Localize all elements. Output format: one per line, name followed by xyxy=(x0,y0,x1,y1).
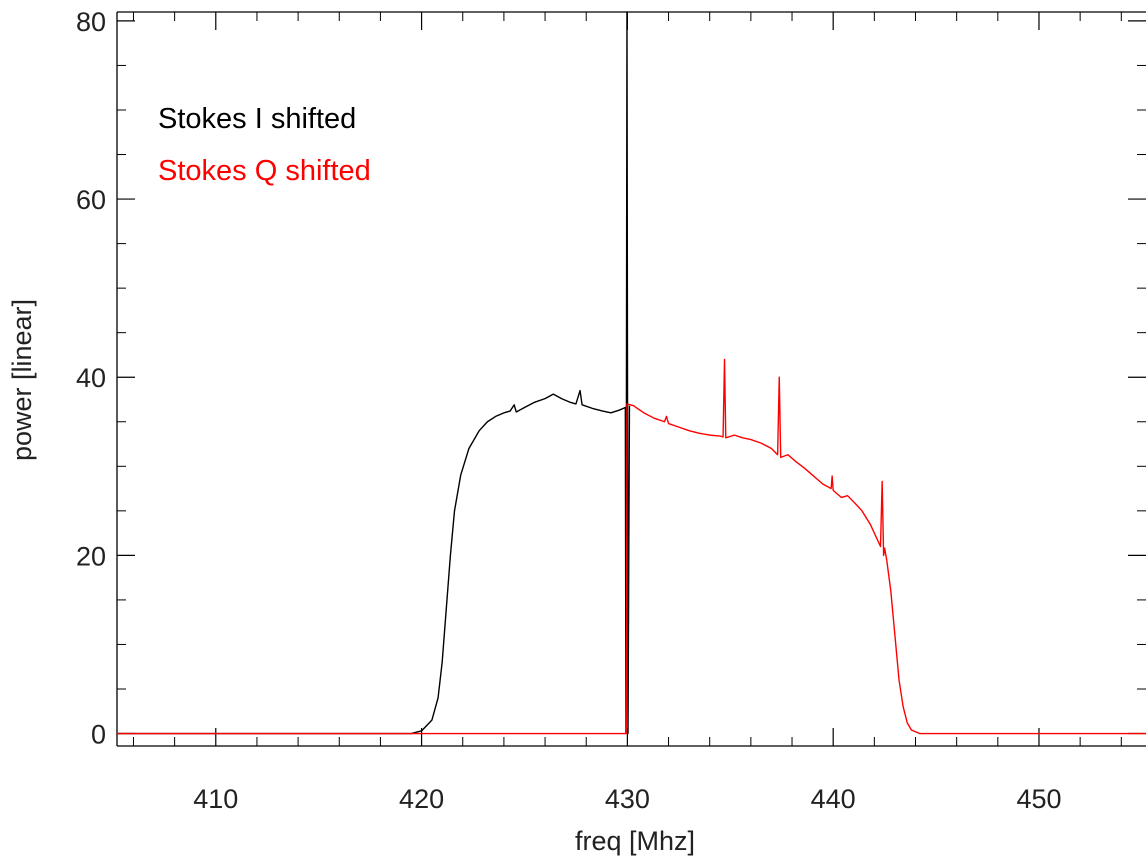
x-tick-label: 450 xyxy=(1016,784,1061,814)
series-line-stokes-q xyxy=(117,358,1146,735)
x-tick-label: 430 xyxy=(605,784,650,814)
y-tick-label: 40 xyxy=(76,363,106,393)
series-line-stokes-i xyxy=(117,11,631,735)
legend-entry-stokes-i: Stokes I shifted xyxy=(158,103,356,135)
y-tick-label: 0 xyxy=(91,720,106,750)
y-axis-title: power [linear] xyxy=(7,299,37,461)
y-tick-label: 20 xyxy=(76,541,106,571)
axis-ticks xyxy=(117,12,1146,746)
legend-entry-stokes-q: Stokes Q shifted xyxy=(158,155,371,187)
plot-frame xyxy=(116,11,1146,747)
x-tick-label: 420 xyxy=(399,784,444,814)
series-layer xyxy=(117,11,1146,735)
axis-tick-labels: 410 420 430 440 450 0 20 40 60 80 xyxy=(76,7,1062,814)
y-tick-label: 80 xyxy=(76,7,106,37)
x-axis-title: freq [Mhz] xyxy=(575,826,695,856)
y-tick-label: 60 xyxy=(76,185,106,215)
x-tick-label: 410 xyxy=(193,784,238,814)
x-tick-label: 440 xyxy=(811,784,856,814)
